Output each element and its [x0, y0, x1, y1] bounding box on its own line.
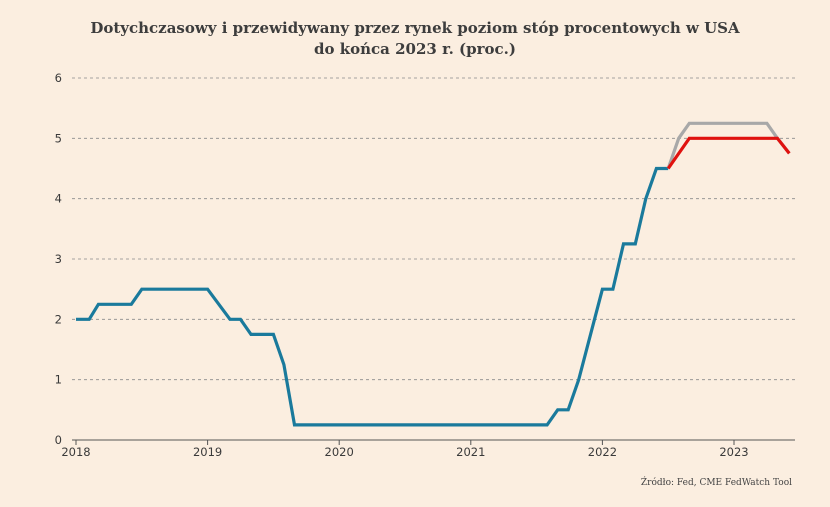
- y-tick-label-2: 2: [55, 312, 62, 326]
- series-line-2: [666, 121, 791, 170]
- gridlines: [72, 77, 795, 441]
- y-tick-label-1: 1: [55, 373, 62, 387]
- chart-title-line-1: Dotychczasowy i przewidywany przez rynek…: [90, 19, 740, 37]
- x-tick-label-2020: 2020: [325, 445, 354, 459]
- x-tick-label-2021: 2021: [456, 445, 485, 459]
- y-tick-label-0: 0: [55, 433, 62, 447]
- y-tick-label-4: 4: [55, 192, 62, 206]
- x-tick-label-2019: 2019: [193, 445, 222, 459]
- y-tick-label-6: 6: [55, 71, 62, 85]
- y-tick-label-5: 5: [55, 131, 62, 145]
- y-tick-label-3: 3: [55, 252, 62, 266]
- y-axis: 0 1 2 3 4 5 6: [55, 71, 62, 447]
- x-tick-label-2018: 2018: [61, 445, 90, 459]
- series-line-3: [666, 136, 791, 170]
- x-axis: 2018 2019 2020 2021 2022 2023: [61, 440, 749, 459]
- source-note: Źródło: Fed, CME FedWatch Tool: [640, 478, 792, 488]
- chart-title: Dotychczasowy i przewidywany przez rynek…: [0, 18, 830, 60]
- chart-title-line-2: do końca 2023 r. (proc.): [314, 40, 516, 58]
- x-tick-label-2022: 2022: [588, 445, 617, 459]
- series-lines: [76, 121, 791, 427]
- series-line-1: [76, 166, 669, 427]
- x-tick-label-2023: 2023: [719, 445, 748, 459]
